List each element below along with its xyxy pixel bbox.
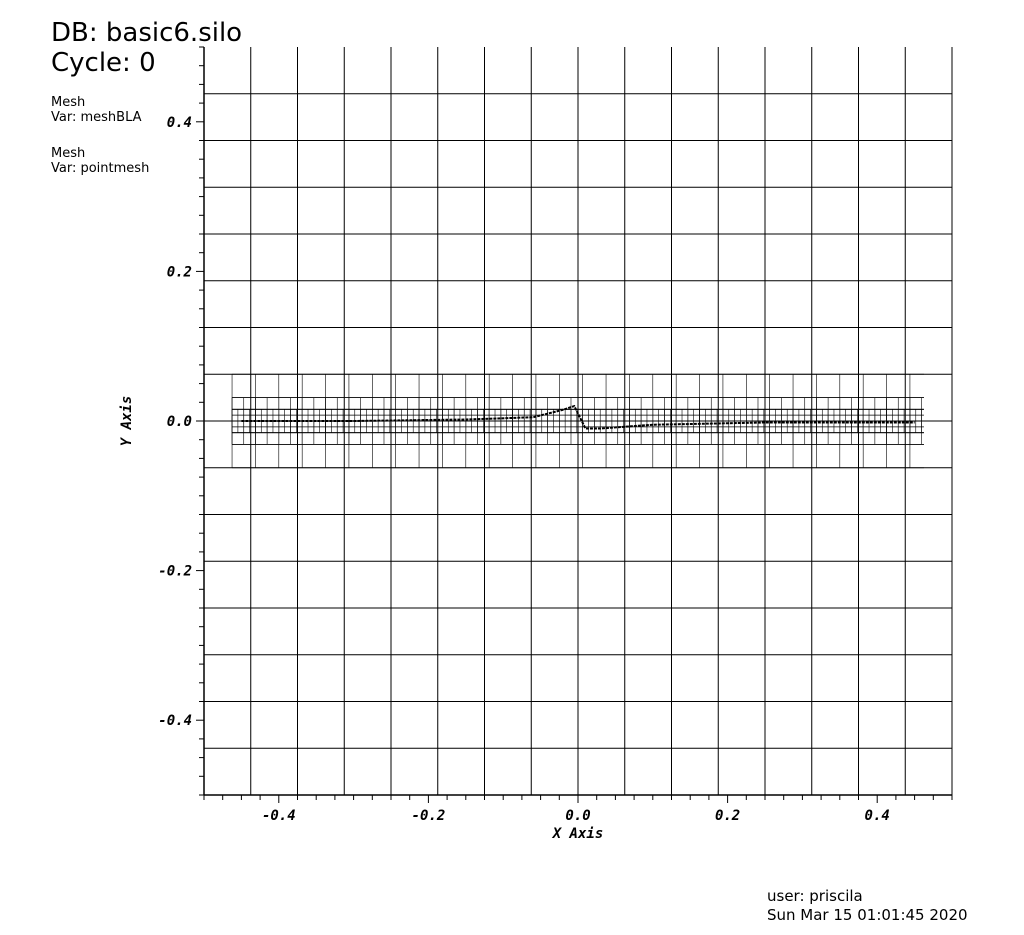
db-title: DB: basic6.silo: [51, 18, 243, 48]
x-tick-label: -0.4: [262, 808, 296, 824]
interface-curve: [241, 404, 915, 430]
x-tick-label: 0.2: [715, 808, 740, 824]
y-tick-label: -0.4: [158, 713, 192, 729]
footer-user: user: priscila: [767, 887, 863, 905]
legend-var-1: Var: meshBLA: [51, 110, 142, 125]
y-tick-label: 0.4: [167, 115, 192, 131]
legend-plot-2: Mesh: [51, 146, 86, 161]
footer-timestamp: Sun Mar 15 01:01:45 2020: [767, 906, 968, 924]
x-axis-title: X Axis: [552, 826, 604, 842]
mesh-grid: [204, 47, 952, 795]
legend-var-2: Var: pointmesh: [51, 161, 150, 176]
x-tick-label: -0.2: [412, 808, 446, 824]
y-tick-label: -0.2: [158, 564, 192, 580]
x-tick-label: 0.4: [865, 808, 890, 824]
axes: -0.4 -0.2 0.0 0.2 0.4 0.4 0.2 0.0 -0.2 -0.4: [158, 46, 953, 824]
legend-plot-1: Mesh: [51, 95, 86, 110]
x-tick-label: 0.0: [565, 808, 590, 824]
y-tick-label: 0.0: [167, 414, 192, 430]
cycle-title: Cycle: 0: [51, 48, 156, 78]
pointmesh-curve: [241, 404, 915, 430]
y-tick-label: 0.2: [167, 264, 192, 280]
y-axis-title: Y Axis: [119, 396, 135, 447]
